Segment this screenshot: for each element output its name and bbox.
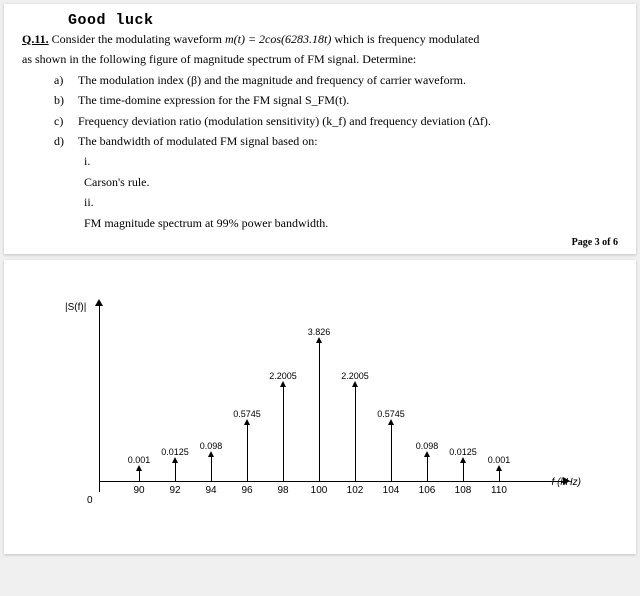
spike-value-label: 2.2005 — [341, 371, 369, 381]
part-label-c: c) — [54, 111, 68, 131]
spike-freq-label: 106 — [419, 485, 436, 496]
page-top: Good luck Q.11. Consider the modulating … — [4, 4, 636, 254]
question-subparts: i.Carson's rule. ii.FM magnitude spectru… — [84, 151, 618, 233]
question-parts: a) The modulation index (β) and the magni… — [54, 70, 618, 152]
question-intro-a: Consider the modulating waveform — [49, 32, 225, 46]
spike-freq-label: 96 — [241, 485, 252, 496]
fm-spectrum-chart: |S(f)| f (kHz) 0 0.001900.0125920.098940… — [65, 304, 575, 514]
spectrum-spike — [355, 386, 356, 482]
part-label-b: b) — [54, 90, 68, 110]
spike-value-label: 2.2005 — [269, 371, 297, 381]
part-d: The bandwidth of modulated FM signal bas… — [78, 131, 318, 151]
spike-freq-label: 110 — [491, 485, 507, 496]
spectrum-spike — [319, 342, 320, 482]
spike-freq-label: 92 — [169, 485, 180, 496]
question-intro-b: which is frequency modulated — [331, 32, 479, 46]
page-footer: Page 3 of 6 — [22, 233, 618, 248]
spectrum-spike — [139, 470, 140, 482]
spike-value-label: 0.0125 — [161, 447, 189, 457]
spike-value-label: 0.001 — [128, 455, 151, 465]
question-equation: m(t) = 2cos(6283.18t) — [225, 32, 331, 46]
spike-value-label: 0.098 — [200, 441, 223, 451]
spike-value-label: 0.098 — [416, 441, 439, 451]
spike-value-label: 0.5745 — [377, 409, 405, 419]
subpart-label-i: i. — [84, 151, 100, 171]
y-axis-label: |S(f)| — [65, 302, 86, 313]
part-label-a: a) — [54, 70, 68, 90]
x-axis-label: f (kHz) — [552, 477, 581, 488]
spike-value-label: 0.001 — [488, 455, 511, 465]
part-label-d: d) — [54, 131, 68, 151]
spike-freq-label: 98 — [277, 485, 288, 496]
spectrum-spike — [283, 386, 284, 482]
spike-freq-label: 100 — [311, 485, 328, 496]
page-bottom: |S(f)| f (kHz) 0 0.001 90 0.0125 92 0.098 94 0… — [4, 260, 636, 554]
question-intro-line2: as shown in the following figure of magn… — [22, 49, 618, 69]
spectrum-spike — [391, 424, 392, 482]
spike-freq-label: 102 — [347, 485, 364, 496]
part-a: The modulation index (β) and the magnitu… — [78, 70, 466, 90]
spike-freq-label: 90 — [133, 485, 144, 496]
spike-value-label: 0.0125 — [449, 447, 477, 457]
spectrum-spike — [427, 456, 428, 482]
y-axis — [99, 304, 100, 492]
spike-freq-label: 104 — [383, 485, 400, 496]
x-axis — [99, 481, 565, 482]
part-b: The time-domine expression for the FM si… — [78, 90, 349, 110]
spectrum-spike — [463, 462, 464, 482]
question-number: Q.11. — [22, 32, 49, 46]
subpart-ii: FM magnitude spectrum at 99% power bandw… — [84, 213, 618, 233]
question-intro-line1: Q.11. Consider the modulating waveform m… — [22, 29, 618, 49]
part-c: Frequency deviation ratio (modulation se… — [78, 111, 491, 131]
spike-value-label: 3.826 — [308, 327, 331, 337]
spike-freq-label: 108 — [455, 485, 472, 496]
spike-value-label: 0.5745 — [233, 409, 261, 419]
question-body: Q.11. Consider the modulating waveform m… — [22, 29, 618, 233]
spectrum-spike — [499, 470, 500, 482]
spectrum-spike — [175, 462, 176, 482]
subpart-i: Carson's rule. — [84, 172, 618, 192]
origin-label: 0 — [87, 495, 93, 506]
subpart-label-ii: ii. — [84, 192, 100, 212]
spike-freq-label: 94 — [205, 485, 216, 496]
goodluck-heading: Good luck — [68, 12, 618, 29]
spectrum-spike — [211, 456, 212, 482]
spectrum-spike — [247, 424, 248, 482]
